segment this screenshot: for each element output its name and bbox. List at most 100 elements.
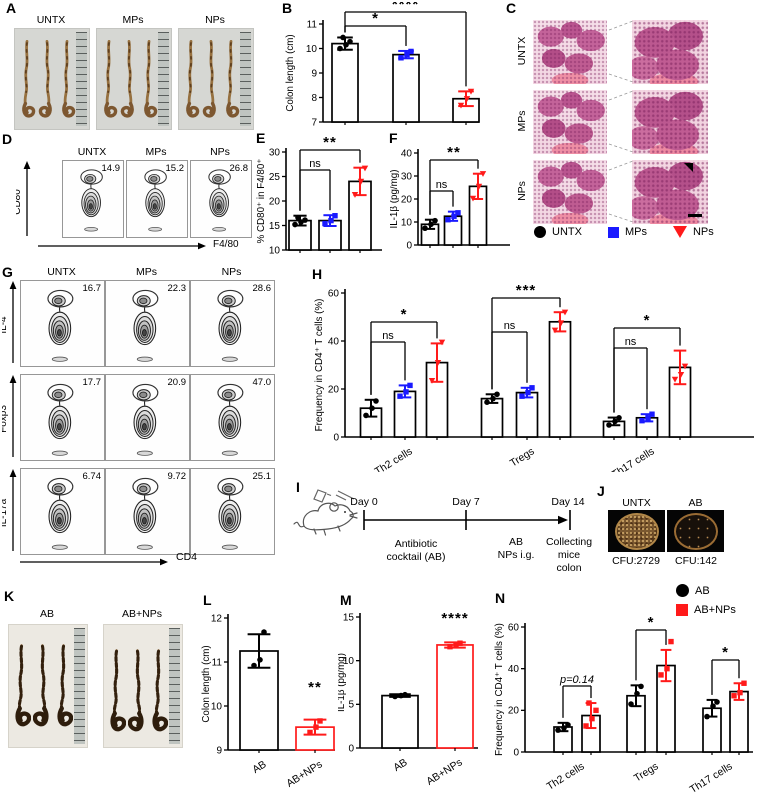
panel-a-title-mps: MPs — [122, 14, 144, 26]
svg-text:*: * — [648, 614, 655, 631]
ab-colon-length-chart: 9 10 11 12 Colon length (cm) ** AB AB+NPs — [201, 613, 335, 790]
svg-text:Colon length (cm): Colon length (cm) — [285, 34, 296, 111]
svg-text:20: 20 — [508, 706, 520, 717]
culture-plate-untx — [608, 510, 665, 552]
svg-text:*: * — [372, 10, 379, 27]
gate-percentage: 22.3 — [167, 283, 187, 294]
ab-il1b-chart: 0 5 10 15 IL-1β (pg/mg) **** AB AB+NPs — [338, 610, 478, 788]
panel-e-label: E — [256, 130, 266, 146]
svg-text:9: 9 — [311, 68, 317, 79]
svg-text:IL-4: IL-4 — [2, 316, 9, 334]
flow-g-col-nps: NPs — [221, 266, 242, 278]
svg-text:% CD80⁺ in F4/80⁺: % CD80⁺ in F4/80⁺ — [256, 159, 267, 244]
gate-percentage: 26.8 — [229, 163, 249, 174]
histology-untx-low — [533, 20, 607, 84]
nps-triangle-icon — [672, 226, 687, 238]
svg-text:40: 40 — [328, 336, 340, 347]
gate-percentage: 14.9 — [101, 163, 121, 174]
panel-n-label: N — [495, 590, 506, 606]
svg-text:Frequency in CD4⁺ T cells (%): Frequency in CD4⁺ T cells (%) — [494, 623, 505, 756]
svg-text:8: 8 — [311, 93, 317, 104]
svg-text:****: **** — [392, 2, 419, 13]
gate-percentage: 28.6 — [252, 283, 272, 294]
svg-text:0: 0 — [348, 743, 354, 754]
lymphoid-follicle-arrowhead-icon — [684, 163, 693, 172]
panel-g-label: G — [2, 264, 13, 280]
colon-illustration — [33, 629, 52, 743]
svg-text:IL-1β (pg/mg): IL-1β (pg/mg) — [390, 170, 400, 229]
contour-population — [199, 471, 265, 551]
svg-text:***: *** — [516, 282, 537, 299]
svg-text:AB: AB — [391, 756, 409, 774]
svg-text:p=0.14: p=0.14 — [559, 674, 594, 686]
svg-text:9: 9 — [216, 745, 222, 756]
cfu-count-untx: CFU:2729 — [612, 555, 660, 567]
histology-mps-low — [533, 90, 607, 154]
legend-label: MPs — [624, 226, 647, 238]
svg-text:IL-1β (pg/mg): IL-1β (pg/mg) — [338, 653, 347, 712]
svg-text:10: 10 — [306, 44, 318, 55]
flow-g-il4-mps: 22.3 — [105, 280, 190, 367]
legend-label: AB+NPs — [694, 604, 736, 616]
flow-g-il17a-untx: 6.74 — [20, 468, 105, 555]
abnps-square-icon — [676, 604, 688, 616]
il1b-chart: 0 10 20 30 40 IL-1β (pg/mg) ns ** — [390, 144, 510, 251]
svg-text:**: ** — [323, 136, 337, 151]
flow-g-il17a-mps: 9.72 — [105, 468, 190, 555]
colon-illustration — [100, 32, 118, 126]
flow-g-col-mps: MPs — [136, 266, 157, 278]
svg-text:IL-17a: IL-17a — [2, 498, 9, 527]
flow-g-il17a-nps: 25.1 — [190, 468, 275, 555]
contour-population — [29, 283, 95, 363]
flow-plot-d-untx: 14.9 — [62, 160, 124, 238]
day-0-label: Day 0 — [350, 496, 378, 508]
colon-illustration — [54, 629, 73, 743]
flow-g-col-untx: UNTX — [47, 266, 76, 278]
flow-g-foxp3-mps: 20.9 — [105, 374, 190, 461]
svg-text:****: **** — [441, 610, 468, 627]
svg-text:20: 20 — [328, 384, 340, 395]
svg-text:AB+NPs: AB+NPs — [284, 758, 324, 789]
svg-text:ns: ns — [309, 158, 321, 170]
gate-percentage: 20.9 — [167, 377, 187, 388]
panel-a-title-nps: NPs — [205, 14, 225, 26]
f480-axis — [38, 242, 206, 250]
svg-text:40: 40 — [508, 664, 520, 675]
svg-text:10: 10 — [211, 701, 223, 712]
il17a-axis: IL-17a — [2, 469, 17, 551]
svg-text:*: * — [644, 312, 651, 329]
agar-dish-ab — [673, 512, 718, 550]
ruler — [74, 628, 85, 744]
day-7-label: Day 7 — [452, 496, 480, 508]
colon-photo-untx — [14, 28, 90, 130]
legend-item-mps: MPs — [607, 226, 647, 238]
colon-photo-ab — [8, 624, 88, 748]
svg-text:**: ** — [308, 679, 322, 696]
svg-text:10: 10 — [343, 656, 355, 667]
panel-k-title-ab: AB — [39, 608, 54, 620]
gate-percentage: 16.7 — [82, 283, 102, 294]
svg-text:*: * — [401, 306, 408, 323]
contour-population — [199, 377, 265, 457]
colon-illustration — [182, 32, 200, 126]
mps-square-icon — [607, 226, 619, 238]
legend-label: UNTX — [552, 226, 582, 238]
svg-text:15: 15 — [343, 612, 355, 623]
svg-text:25: 25 — [269, 172, 281, 183]
panel-k-title-abnps: AB+NPs — [122, 608, 162, 620]
panel-d-label: D — [2, 131, 13, 147]
gate-percentage: 6.74 — [82, 471, 102, 482]
svg-text:7: 7 — [311, 117, 317, 128]
panel-a-label: A — [6, 0, 17, 16]
experiment-timeline — [363, 510, 571, 530]
svg-text:ns: ns — [436, 179, 448, 191]
svg-text:0: 0 — [333, 432, 339, 443]
svg-text:0: 0 — [406, 240, 412, 251]
svg-text:10: 10 — [401, 217, 413, 228]
group-legend: UNTX MPs NPs — [534, 226, 714, 238]
flow-g-il4-untx: 16.7 — [20, 280, 105, 367]
colon-illustration — [222, 32, 240, 126]
svg-text:Tregs: Tregs — [508, 445, 537, 469]
